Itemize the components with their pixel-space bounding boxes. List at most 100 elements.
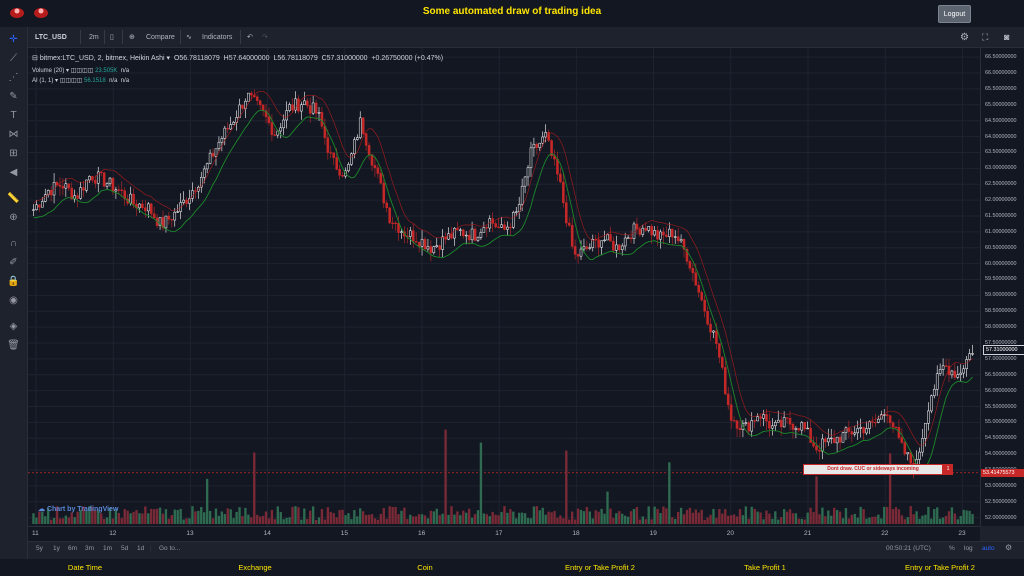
brush-icon[interactable]: ✎ bbox=[9, 91, 18, 102]
range-6m[interactable]: 6m bbox=[68, 545, 78, 552]
volume-bar bbox=[626, 516, 630, 524]
range-5y[interactable]: 5y bbox=[36, 545, 43, 552]
crosshair-icon[interactable]: ✛ bbox=[9, 34, 18, 45]
volume-bar bbox=[591, 518, 594, 524]
chart-toolbar: LTC_USD 2m ▯ ⊕ Compare ∿ Indicators ↶ ↷ … bbox=[28, 27, 1024, 48]
volume-bar bbox=[538, 510, 541, 524]
compare-icon[interactable]: ⊕ bbox=[129, 34, 135, 41]
candle-body bbox=[862, 427, 865, 434]
collapse-icon[interactable]: ⊟ bbox=[32, 55, 38, 62]
percent-toggle[interactable]: % bbox=[949, 545, 955, 552]
volume-bar bbox=[662, 506, 665, 524]
axis-settings-icon[interactable]: ⚙ bbox=[1005, 543, 1013, 552]
trash-icon[interactable]: 🗑 bbox=[7, 340, 20, 351]
prediction-icon[interactable]: ⊞ bbox=[9, 148, 18, 159]
camera-icon[interactable]: ◙ bbox=[1004, 32, 1010, 42]
candle-body bbox=[300, 104, 303, 112]
indicators-button[interactable]: Indicators bbox=[202, 33, 233, 41]
top-bar: Some automated draw of trading idea Logo… bbox=[0, 0, 1024, 26]
range-1m[interactable]: 1m bbox=[103, 545, 113, 552]
drawing-mode-icon[interactable]: ✐ bbox=[9, 257, 18, 268]
volume-bar bbox=[138, 513, 141, 524]
candle-body bbox=[818, 449, 821, 452]
volume-bar bbox=[444, 429, 447, 524]
logout-button[interactable]: Logout bbox=[938, 5, 971, 23]
price-tick: 55.00000000 bbox=[985, 419, 1017, 426]
range-3m[interactable]: 3m bbox=[85, 545, 95, 552]
candle-body bbox=[311, 102, 315, 114]
trendline-icon[interactable]: ⟋ bbox=[10, 53, 17, 64]
annotation-badge[interactable]: 1 bbox=[943, 464, 953, 475]
volume-bar bbox=[535, 506, 539, 524]
text-icon[interactable]: T bbox=[10, 110, 17, 121]
utc-clock[interactable]: 00:50:21 (UTC) bbox=[886, 545, 931, 552]
candle-body bbox=[41, 201, 44, 208]
arrow-left-icon[interactable]: ◀ bbox=[9, 167, 18, 178]
time-tick: 22 bbox=[881, 530, 889, 537]
chart-style-icon[interactable]: ▯ bbox=[110, 34, 114, 41]
candle-body bbox=[856, 428, 860, 434]
volume-bar bbox=[765, 510, 768, 524]
time-axis[interactable]: 11 12 13 14 15 16 17 18 19 20 21 22 23 bbox=[28, 526, 980, 542]
price-tick: 63.50000000 bbox=[985, 149, 1017, 156]
time-tick: 20 bbox=[726, 530, 735, 537]
volume-bar bbox=[850, 514, 854, 524]
candle-body bbox=[423, 239, 427, 250]
auto-toggle[interactable]: auto bbox=[982, 545, 995, 552]
redo-icon[interactable]: ↷ bbox=[262, 34, 268, 41]
candle-body bbox=[729, 404, 733, 421]
candle-body bbox=[320, 112, 324, 127]
candle-body bbox=[562, 181, 565, 203]
fib-icon[interactable]: ⋰ bbox=[8, 72, 19, 83]
undo-icon[interactable]: ↶ bbox=[247, 34, 253, 41]
price-axis[interactable]: 66.50000000 66.00000000 65.50000000 65.0000… bbox=[980, 48, 1024, 526]
pattern-icon[interactable]: ⋈ bbox=[8, 129, 19, 140]
chart-pane[interactable]: ⊟ bitmex:LTC_USD, 2, bitmex, Heikin Ashi… bbox=[28, 48, 980, 526]
candle-body bbox=[503, 224, 506, 230]
candle-body bbox=[82, 187, 85, 191]
volume-bar bbox=[88, 506, 91, 524]
candle-body bbox=[270, 122, 274, 136]
candle-body bbox=[682, 239, 686, 250]
range-5d[interactable]: 5d bbox=[121, 545, 129, 552]
logo-icon-2 bbox=[34, 8, 48, 18]
magnet-icon[interactable]: ∩ bbox=[9, 238, 18, 249]
annotation-box[interactable]: Dont draw. CUC or sideways incoming bbox=[803, 464, 943, 475]
volume-bar bbox=[55, 506, 59, 524]
volume-value: 23.505K bbox=[95, 68, 118, 74]
volume-bar bbox=[621, 513, 624, 524]
compare-button[interactable]: Compare bbox=[146, 33, 175, 41]
zoom-in-icon[interactable]: ⊕ bbox=[9, 212, 18, 223]
volume-bar bbox=[232, 518, 235, 524]
legend-dropdown-icon[interactable]: ▾ bbox=[166, 55, 171, 62]
lock-icon[interactable]: 🔒 bbox=[7, 276, 20, 287]
symbol-search[interactable]: LTC_USD bbox=[35, 33, 67, 41]
ruler-icon[interactable]: 📏 bbox=[7, 193, 20, 204]
volume-bar bbox=[965, 510, 968, 524]
candle-body bbox=[712, 330, 715, 333]
range-1d[interactable]: 1d bbox=[137, 545, 145, 552]
candle-body bbox=[220, 138, 224, 143]
watermark[interactable]: ☁ Chart by TradingView bbox=[38, 505, 118, 513]
eye-icon[interactable]: ◉ bbox=[9, 295, 18, 306]
volume-bar bbox=[526, 517, 530, 524]
candle-body bbox=[812, 442, 815, 447]
candle-body bbox=[497, 226, 500, 229]
legend-low: L56.78118079 bbox=[273, 55, 318, 62]
fullscreen-icon[interactable]: ⛶ bbox=[982, 31, 989, 42]
volume-bar bbox=[409, 514, 412, 524]
range-1y[interactable]: 1y bbox=[53, 545, 60, 552]
volume-bar bbox=[117, 513, 121, 524]
interval-button[interactable]: 2m bbox=[89, 33, 99, 41]
volume-bar bbox=[653, 506, 656, 524]
log-toggle[interactable]: log bbox=[964, 545, 973, 552]
volume-bar bbox=[697, 512, 700, 524]
candle-body bbox=[264, 110, 268, 118]
volume-bar bbox=[841, 518, 845, 524]
settings-icon[interactable]: ⚙ bbox=[960, 31, 969, 43]
indicators-icon[interactable]: ∿ bbox=[186, 34, 192, 41]
goto-button[interactable]: Go to... bbox=[159, 545, 181, 552]
candle-body bbox=[38, 204, 41, 208]
candle-body bbox=[606, 234, 609, 241]
layers-icon[interactable]: ◈ bbox=[9, 321, 18, 332]
